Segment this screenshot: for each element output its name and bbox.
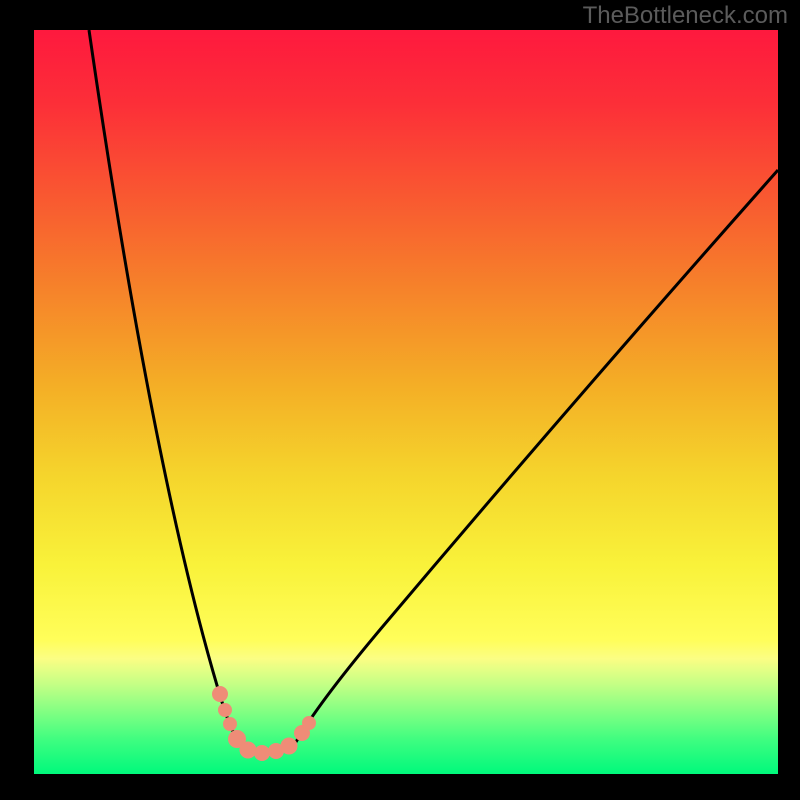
data-marker: [240, 742, 256, 758]
data-marker: [213, 687, 228, 702]
plot-area: [34, 30, 778, 774]
watermark-text: TheBottleneck.com: [583, 2, 788, 30]
gradient-background: [34, 30, 778, 774]
data-marker: [224, 718, 237, 731]
data-marker: [303, 717, 316, 730]
data-marker: [255, 746, 270, 761]
chart-canvas: TheBottleneck.com: [0, 0, 800, 800]
plot-svg: [34, 30, 778, 774]
data-marker: [281, 738, 297, 754]
data-marker: [219, 704, 232, 717]
